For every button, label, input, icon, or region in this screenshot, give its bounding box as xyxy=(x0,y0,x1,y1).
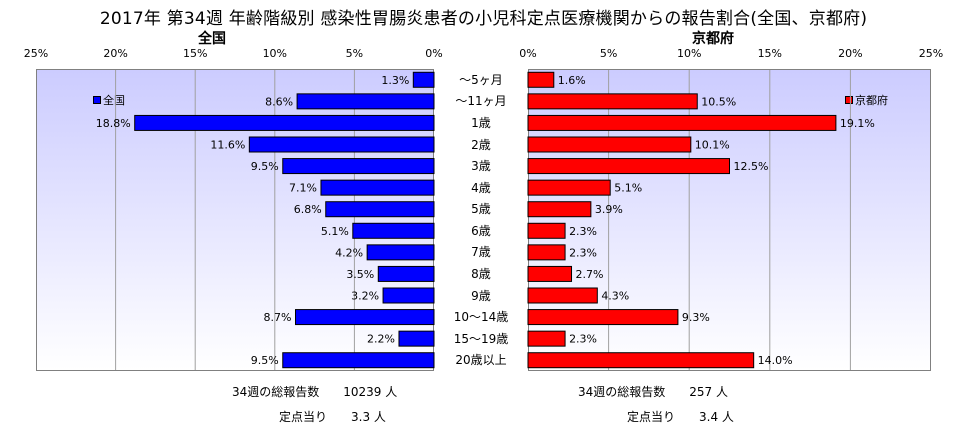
category-label: 10～14歳 xyxy=(453,310,509,325)
left-bar-value-label: 18.8% xyxy=(96,117,131,130)
chart-title: 2017年 第34週 年齢階級別 感染性胃腸炎患者の小児科定点医療機関からの報告… xyxy=(99,9,868,29)
category-label: ～11ヶ月 xyxy=(455,94,507,109)
left-bar xyxy=(352,222,435,239)
left-tick-label: 25% xyxy=(23,47,49,60)
left-tick-label: 5% xyxy=(345,47,364,60)
right-tick-label: 5% xyxy=(599,47,618,60)
left-bar xyxy=(398,330,435,347)
right-tick-label: 20% xyxy=(838,47,863,60)
left-bar-value-label: 2.2% xyxy=(367,333,395,346)
left-bar-value-label: 3.5% xyxy=(346,268,374,281)
right-bar-value-label: 2.7% xyxy=(576,268,604,281)
right-bar xyxy=(527,93,698,110)
category-label: 15～19歳 xyxy=(453,331,509,346)
left-bar xyxy=(382,287,435,304)
left-bar-value-label: 11.6% xyxy=(210,139,245,152)
left-bar xyxy=(412,71,435,88)
left-legend-swatch xyxy=(93,96,101,104)
right-tick-label: 0% xyxy=(519,47,537,60)
left-bar xyxy=(325,201,435,218)
right-bar-value-label: 5.1% xyxy=(614,182,642,195)
right-bar xyxy=(527,114,837,131)
right-bar-value-label: 12.5% xyxy=(734,160,769,173)
right-bar-value-label: 10.5% xyxy=(701,95,736,108)
left-bar xyxy=(296,93,435,110)
left-bar xyxy=(134,114,435,131)
right-bar xyxy=(527,179,611,196)
right-bar xyxy=(527,287,598,304)
left-bar-value-label: 9.5% xyxy=(251,354,279,367)
left-bar-value-label: 5.1% xyxy=(321,225,349,238)
left-bar-value-label: 4.2% xyxy=(335,246,363,259)
right-bar-value-label: 2.3% xyxy=(569,225,597,238)
left-bar-value-label: 8.7% xyxy=(264,311,292,324)
left-legend-label: 全国 xyxy=(103,94,125,107)
category-label: ～5ヶ月 xyxy=(459,72,503,87)
category-label: 4歳 xyxy=(471,180,491,195)
left-tick-label: 20% xyxy=(103,47,128,60)
right-bar-value-label: 1.6% xyxy=(558,74,586,87)
category-label: 20歳以上 xyxy=(455,353,507,368)
left-bar-value-label: 9.5% xyxy=(251,160,279,173)
right-tick-label: 10% xyxy=(676,47,702,60)
left-bar xyxy=(282,352,435,369)
right-bar-value-label: 9.3% xyxy=(682,311,710,324)
left-bar-value-label: 1.3% xyxy=(381,74,409,87)
category-label: 2歳 xyxy=(471,137,491,152)
left-bar-value-label: 3.2% xyxy=(351,290,379,303)
right-legend-label: 京都府 xyxy=(855,94,888,107)
left-bar xyxy=(320,179,435,196)
right-tick-label: 25% xyxy=(918,47,944,60)
right-bar-value-label: 2.3% xyxy=(569,246,597,259)
left-bar xyxy=(366,244,435,261)
right-legend-swatch xyxy=(845,96,853,104)
right-footer-total: 34週の総報告数 257 人 xyxy=(578,385,728,399)
category-label: 7歳 xyxy=(471,245,491,260)
right-bar-value-label: 10.1% xyxy=(695,139,730,152)
right-bar-value-label: 14.0% xyxy=(758,354,793,367)
category-label: 9歳 xyxy=(471,288,491,303)
right-tick-label: 15% xyxy=(757,47,783,60)
left-legend: 全国 xyxy=(93,92,125,108)
left-bar-value-label: 8.6% xyxy=(265,95,293,108)
category-label: 3歳 xyxy=(471,159,491,174)
right-bar xyxy=(527,71,555,88)
left-bar-value-label: 7.1% xyxy=(289,182,317,195)
right-bar-value-label: 2.3% xyxy=(569,333,597,346)
right-bar xyxy=(527,136,692,153)
left-bar xyxy=(294,309,435,326)
left-bar xyxy=(248,136,435,153)
right-bar-value-label: 3.9% xyxy=(595,203,623,216)
category-label: 1歳 xyxy=(471,115,491,130)
right-legend: 京都府 xyxy=(845,92,888,108)
right-bar xyxy=(527,309,679,326)
right-bar xyxy=(527,244,566,261)
category-label: 5歳 xyxy=(471,202,491,217)
left-footer-total: 34週の総報告数 10239 人 xyxy=(232,385,398,399)
right-footer-per: 定点当り 3.4 人 xyxy=(627,410,734,424)
right-bar xyxy=(527,352,755,369)
right-bar xyxy=(527,158,730,175)
left-bar-value-label: 6.8% xyxy=(294,203,322,216)
right-bar xyxy=(527,201,592,218)
right-bar xyxy=(527,330,566,347)
right-bar xyxy=(527,222,566,239)
left-bar xyxy=(282,158,435,175)
left-panel-title: 全国 xyxy=(198,31,226,47)
category-label: 6歳 xyxy=(471,223,491,238)
category-label: 8歳 xyxy=(471,266,491,281)
right-panel-title: 京都府 xyxy=(692,31,734,47)
right-bar-value-label: 4.3% xyxy=(601,290,629,303)
right-bar xyxy=(527,265,573,282)
left-tick-label: 0% xyxy=(425,47,443,60)
left-bar xyxy=(377,265,435,282)
left-footer-per: 定点当り 3.3 人 xyxy=(279,410,386,424)
left-tick-label: 10% xyxy=(262,47,288,60)
left-tick-label: 15% xyxy=(182,47,208,60)
right-bar-value-label: 19.1% xyxy=(840,117,875,130)
